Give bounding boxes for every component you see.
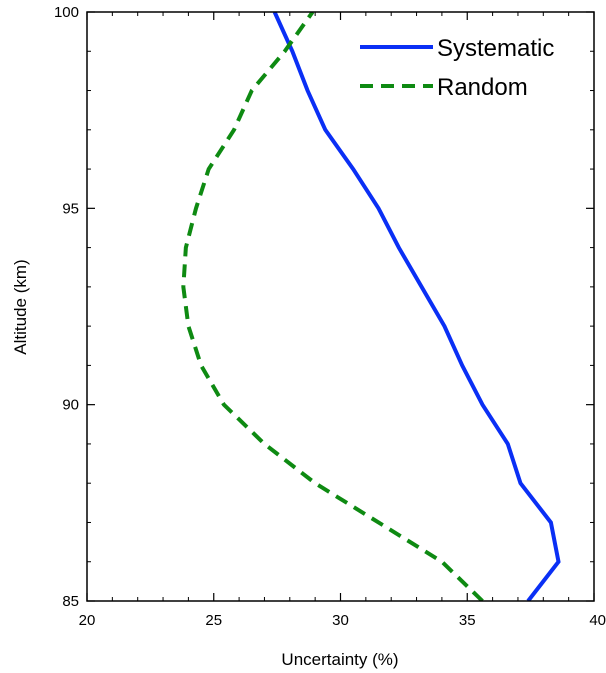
legend: Systematic Random [360, 35, 554, 101]
y-tick-label: 85 [62, 593, 79, 610]
series-line-systematic [272, 12, 561, 601]
plot-frame [86, 11, 595, 602]
y-tick-labels: 85 90 95 100 [54, 4, 79, 610]
x-tick-label: 25 [205, 612, 222, 629]
y-tick-label: 90 [62, 397, 79, 414]
x-tick-label: 30 [332, 612, 349, 629]
x-axis-title: Uncertainty (%) [281, 650, 398, 669]
x-tick-label: 35 [459, 612, 476, 629]
x-tick-labels: 20 25 30 35 40 [79, 612, 606, 629]
y-tick-label: 100 [54, 4, 79, 21]
x-tick-label: 40 [589, 612, 606, 629]
y-axis-title: Altitude (km) [11, 259, 30, 354]
x-tick-label: 20 [79, 612, 96, 629]
y-tick-label: 95 [62, 200, 79, 217]
legend-label-systematic: Systematic [437, 35, 554, 62]
series-layer [181, 12, 561, 601]
legend-label-random: Random [437, 74, 528, 101]
series-line-random [181, 12, 484, 601]
